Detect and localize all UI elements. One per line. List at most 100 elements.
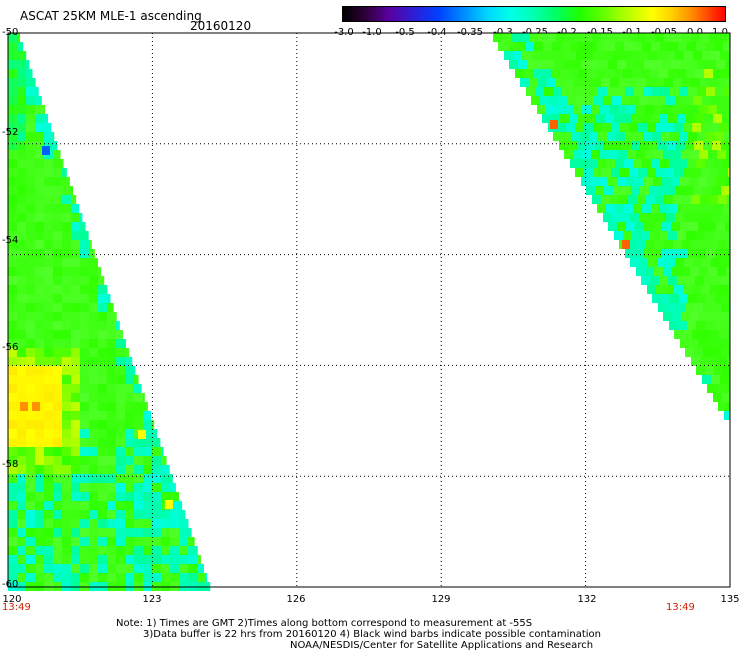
swath-cell	[71, 366, 80, 375]
swath-cell	[143, 438, 152, 447]
swath-cell	[26, 492, 35, 501]
swath-cell	[98, 303, 107, 312]
swath-cell	[53, 375, 62, 384]
swath-cell	[662, 222, 671, 231]
swath-cell	[71, 438, 80, 447]
swath-cell	[44, 501, 53, 510]
swath-cell	[601, 195, 610, 204]
swath-cell	[107, 348, 116, 357]
swath-cell	[143, 474, 152, 483]
y-tick-label: -52	[2, 128, 18, 138]
swath-cell	[17, 330, 26, 339]
swath-cell	[116, 537, 125, 546]
swath-cell	[179, 573, 188, 582]
swath-cell	[80, 294, 89, 303]
swath-cell	[35, 366, 44, 375]
swath-cell	[107, 357, 116, 366]
swath-cell	[630, 213, 639, 222]
swath-cell	[62, 564, 71, 573]
swath-cell	[44, 537, 53, 546]
swath-cell	[668, 69, 677, 78]
swath-cell	[716, 339, 725, 348]
swath-cell	[143, 456, 152, 465]
note-line-1: Note: 1) Times are GMT 2)Times along bot…	[116, 619, 532, 629]
swath-cell	[610, 78, 619, 87]
swath-cell	[71, 204, 79, 213]
swath-cell	[62, 357, 71, 366]
y-tick-label: -58	[2, 460, 18, 470]
swath-cell	[646, 33, 655, 42]
swath-cell	[633, 159, 642, 168]
swath-cell	[89, 348, 98, 357]
swath-cell	[134, 519, 143, 528]
swath-cell	[693, 258, 702, 267]
swath-cell	[600, 150, 609, 159]
swath-cell	[594, 51, 603, 60]
swath-cell	[8, 402, 17, 411]
swath-cell	[89, 384, 98, 393]
swath-cell	[107, 564, 116, 573]
swath-cell	[621, 96, 630, 105]
swath-cell	[71, 240, 80, 249]
swath-cell	[26, 555, 35, 564]
swath-cell	[605, 69, 614, 78]
swath-cell	[89, 294, 98, 303]
swath-cell	[718, 195, 727, 204]
swath-cell	[134, 420, 143, 429]
swath-cell	[516, 42, 525, 51]
swath-cell	[655, 195, 664, 204]
swath-cell	[62, 492, 71, 501]
swath-cell	[62, 528, 71, 537]
swath-cell	[648, 258, 657, 267]
swath-cell	[26, 159, 35, 168]
swath-cell	[695, 69, 704, 78]
swath-cell	[71, 393, 80, 402]
swath-cell	[98, 429, 107, 438]
swath-cell	[694, 348, 703, 357]
swath-cell	[44, 258, 53, 267]
swath-cell	[98, 537, 107, 546]
swath-cell	[693, 96, 702, 105]
swath-cell	[574, 33, 583, 42]
swath-cell	[643, 132, 652, 141]
swath-cell	[80, 312, 89, 321]
swath-cell	[134, 546, 143, 555]
swath-cell	[116, 330, 123, 339]
swath-cell	[26, 375, 35, 384]
swath-cell	[618, 150, 627, 159]
swath-cell	[655, 240, 664, 249]
swath-cell	[161, 510, 170, 519]
swath-cell	[721, 186, 730, 195]
swath-cell	[44, 123, 51, 132]
swath-cell	[26, 276, 35, 285]
swath-cell	[17, 501, 26, 510]
swath-cell	[620, 168, 629, 177]
swath-cell	[538, 33, 547, 42]
swath-cell	[641, 69, 650, 78]
swath-cell	[35, 249, 44, 258]
swath-cell	[125, 474, 134, 483]
swath-cell	[670, 132, 679, 141]
swath-cell	[116, 546, 125, 555]
swath-cell	[107, 474, 116, 483]
swath-cell	[543, 42, 552, 51]
swath-cell	[89, 555, 98, 564]
swath-cell	[702, 258, 711, 267]
swath-cell	[17, 42, 23, 51]
swath-cell	[107, 528, 116, 537]
swath-cell	[671, 60, 680, 69]
swath-cell	[638, 123, 647, 132]
swath-cell	[71, 186, 73, 195]
swath-cell	[44, 330, 53, 339]
swath-cell	[552, 42, 561, 51]
swath-cell	[53, 510, 62, 519]
swath-cell	[701, 168, 710, 177]
swath-cell	[631, 186, 640, 195]
swath-cell	[17, 87, 26, 96]
swath-cell	[17, 204, 26, 213]
swath-cell	[718, 240, 727, 249]
swath-cell	[17, 105, 26, 114]
swath-cell	[8, 492, 17, 501]
swath-cell	[107, 465, 116, 474]
swath-cell	[98, 375, 107, 384]
